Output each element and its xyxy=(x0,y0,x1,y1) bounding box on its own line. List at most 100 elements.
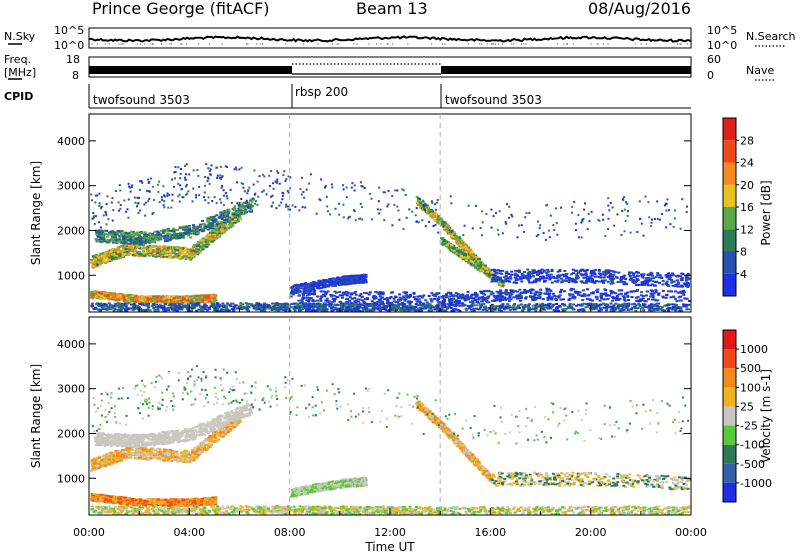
scatter-cell xyxy=(458,300,461,303)
scatter-cell xyxy=(142,246,146,249)
scatter-cell xyxy=(243,205,247,208)
scatter-cell xyxy=(319,287,323,290)
scatter-cell xyxy=(680,291,684,294)
scatter-cell xyxy=(444,294,448,297)
scatter-cell xyxy=(330,294,334,297)
scatter-cell xyxy=(358,304,362,306)
scatter-cell xyxy=(663,304,667,307)
scatter-cell xyxy=(273,302,277,305)
scatter-cell xyxy=(172,299,176,301)
scatter-cell xyxy=(379,291,382,294)
scatter-cell xyxy=(514,290,517,293)
scatter-cell xyxy=(146,308,150,311)
scatter-cell xyxy=(115,256,119,259)
scatter-cell xyxy=(338,279,342,282)
scatter-cell xyxy=(319,299,323,302)
scatter-cell xyxy=(339,303,343,306)
scatter-cell xyxy=(233,221,237,224)
scatter-cell xyxy=(178,257,182,260)
scatter-cell xyxy=(557,309,561,312)
scatter-cell xyxy=(288,306,292,309)
scatter-cell xyxy=(201,219,204,222)
scatter-cell xyxy=(207,295,211,297)
scatter-cell xyxy=(168,248,172,251)
scatter-cell xyxy=(416,307,420,310)
scatter-cell xyxy=(95,231,99,234)
scatter-cell xyxy=(191,252,195,254)
scatter-cell xyxy=(171,256,174,259)
scatter-cell xyxy=(156,239,160,242)
scatter-cell xyxy=(107,302,111,305)
scatter-cell xyxy=(110,292,114,295)
scatter-cell xyxy=(353,300,357,303)
scatter-cell xyxy=(171,250,175,253)
scatter-cell xyxy=(374,307,378,310)
scatter-cell xyxy=(191,306,195,309)
scatter-cell xyxy=(449,299,453,302)
scatter-cell xyxy=(183,231,187,234)
scatter-cell xyxy=(142,233,146,236)
scatter-cell xyxy=(266,304,270,307)
scatter-cell xyxy=(677,291,680,294)
scatter-cell xyxy=(234,211,238,214)
scatter-cell xyxy=(299,283,303,286)
scatter-cell xyxy=(169,251,173,254)
scatter-cell xyxy=(105,296,109,299)
scatter-cell xyxy=(232,215,236,218)
scatter-cell xyxy=(612,309,616,312)
scatter-cell xyxy=(107,254,111,257)
scatter-cell xyxy=(606,298,610,300)
scatter-cell xyxy=(140,296,144,299)
scatter-cell xyxy=(156,299,160,302)
scatter-cell xyxy=(311,302,315,305)
scatter-cell xyxy=(117,238,121,241)
scatter-cell xyxy=(290,303,294,306)
scatter-cell xyxy=(254,307,258,310)
scatter-cell xyxy=(124,293,128,296)
scatter-cell xyxy=(245,306,249,309)
scatter-cell xyxy=(116,299,120,302)
scatter-cell xyxy=(374,291,378,293)
scatter-cell xyxy=(652,304,656,307)
scatter-cell xyxy=(414,305,418,308)
scatter-cell xyxy=(555,303,558,305)
scatter-cell xyxy=(219,224,223,227)
scatter-cell xyxy=(187,305,191,308)
scatter-cell xyxy=(161,300,165,303)
scatter-cell xyxy=(135,233,139,235)
scatter-cell xyxy=(341,296,344,299)
scatter-cell xyxy=(220,308,223,311)
scatter-cell xyxy=(159,229,163,232)
scatter-cell xyxy=(214,218,218,221)
scatter-cell xyxy=(654,289,658,292)
scatter-cell xyxy=(125,237,129,240)
scatter-cell xyxy=(547,294,551,297)
scatter-cell xyxy=(110,252,114,255)
scatter-cell xyxy=(122,237,126,240)
scatter-cell xyxy=(490,303,494,306)
scatter-cell xyxy=(156,234,160,236)
scatter-cell xyxy=(262,306,266,309)
scatter-cell xyxy=(235,307,239,310)
scatter-cell xyxy=(557,296,561,299)
scatter-cell xyxy=(483,293,487,296)
scatter-cell xyxy=(112,293,116,295)
scatter-cell xyxy=(351,303,355,306)
scatter-cell xyxy=(323,286,327,289)
scatter-cell xyxy=(218,226,222,229)
scatter-cell xyxy=(539,291,543,294)
scatter-cell xyxy=(158,254,162,257)
scatter-cell xyxy=(558,294,562,297)
scatter-cell xyxy=(205,305,209,308)
scatter-cell xyxy=(590,303,594,306)
scatter-cell xyxy=(521,309,525,312)
scatter-cell xyxy=(172,230,176,233)
scatter-cell xyxy=(239,304,243,307)
scatter-cell xyxy=(149,236,153,239)
scatter-cell xyxy=(296,291,300,294)
scatter-cell xyxy=(113,233,117,236)
scatter-cell xyxy=(294,291,298,294)
scatter-cell xyxy=(554,295,558,298)
scatter-cell xyxy=(134,246,138,249)
scatter-cell xyxy=(270,309,274,311)
